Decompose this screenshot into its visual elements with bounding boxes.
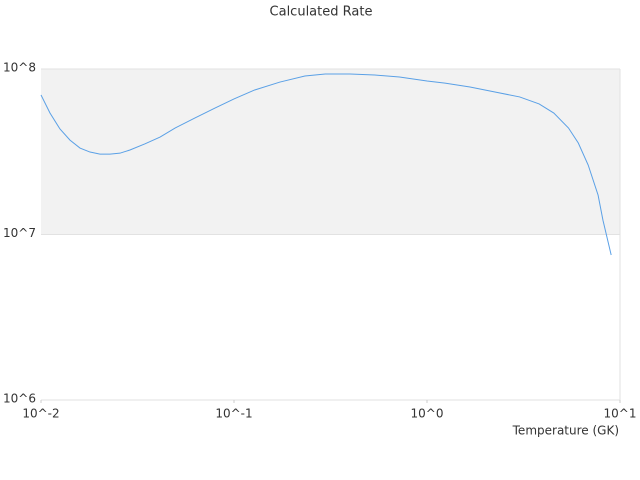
x-tick-label: 10^1 [604, 407, 637, 421]
y-tick-label: 10^6 [3, 392, 36, 406]
x-tick-label: 10^-1 [215, 407, 252, 421]
plot-background [40, 68, 621, 403]
data-line [40, 73, 612, 256]
x-axis-label: Temperature (GK) [512, 424, 619, 438]
x-tick-label: 10^0 [411, 407, 444, 421]
y-tick-label: 10^8 [3, 61, 36, 75]
x-tick-label: 10^-2 [22, 407, 59, 421]
chart-title: Calculated Rate [270, 5, 373, 20]
y-tick-label: 10^7 [3, 226, 36, 240]
plot-band [41, 69, 620, 235]
